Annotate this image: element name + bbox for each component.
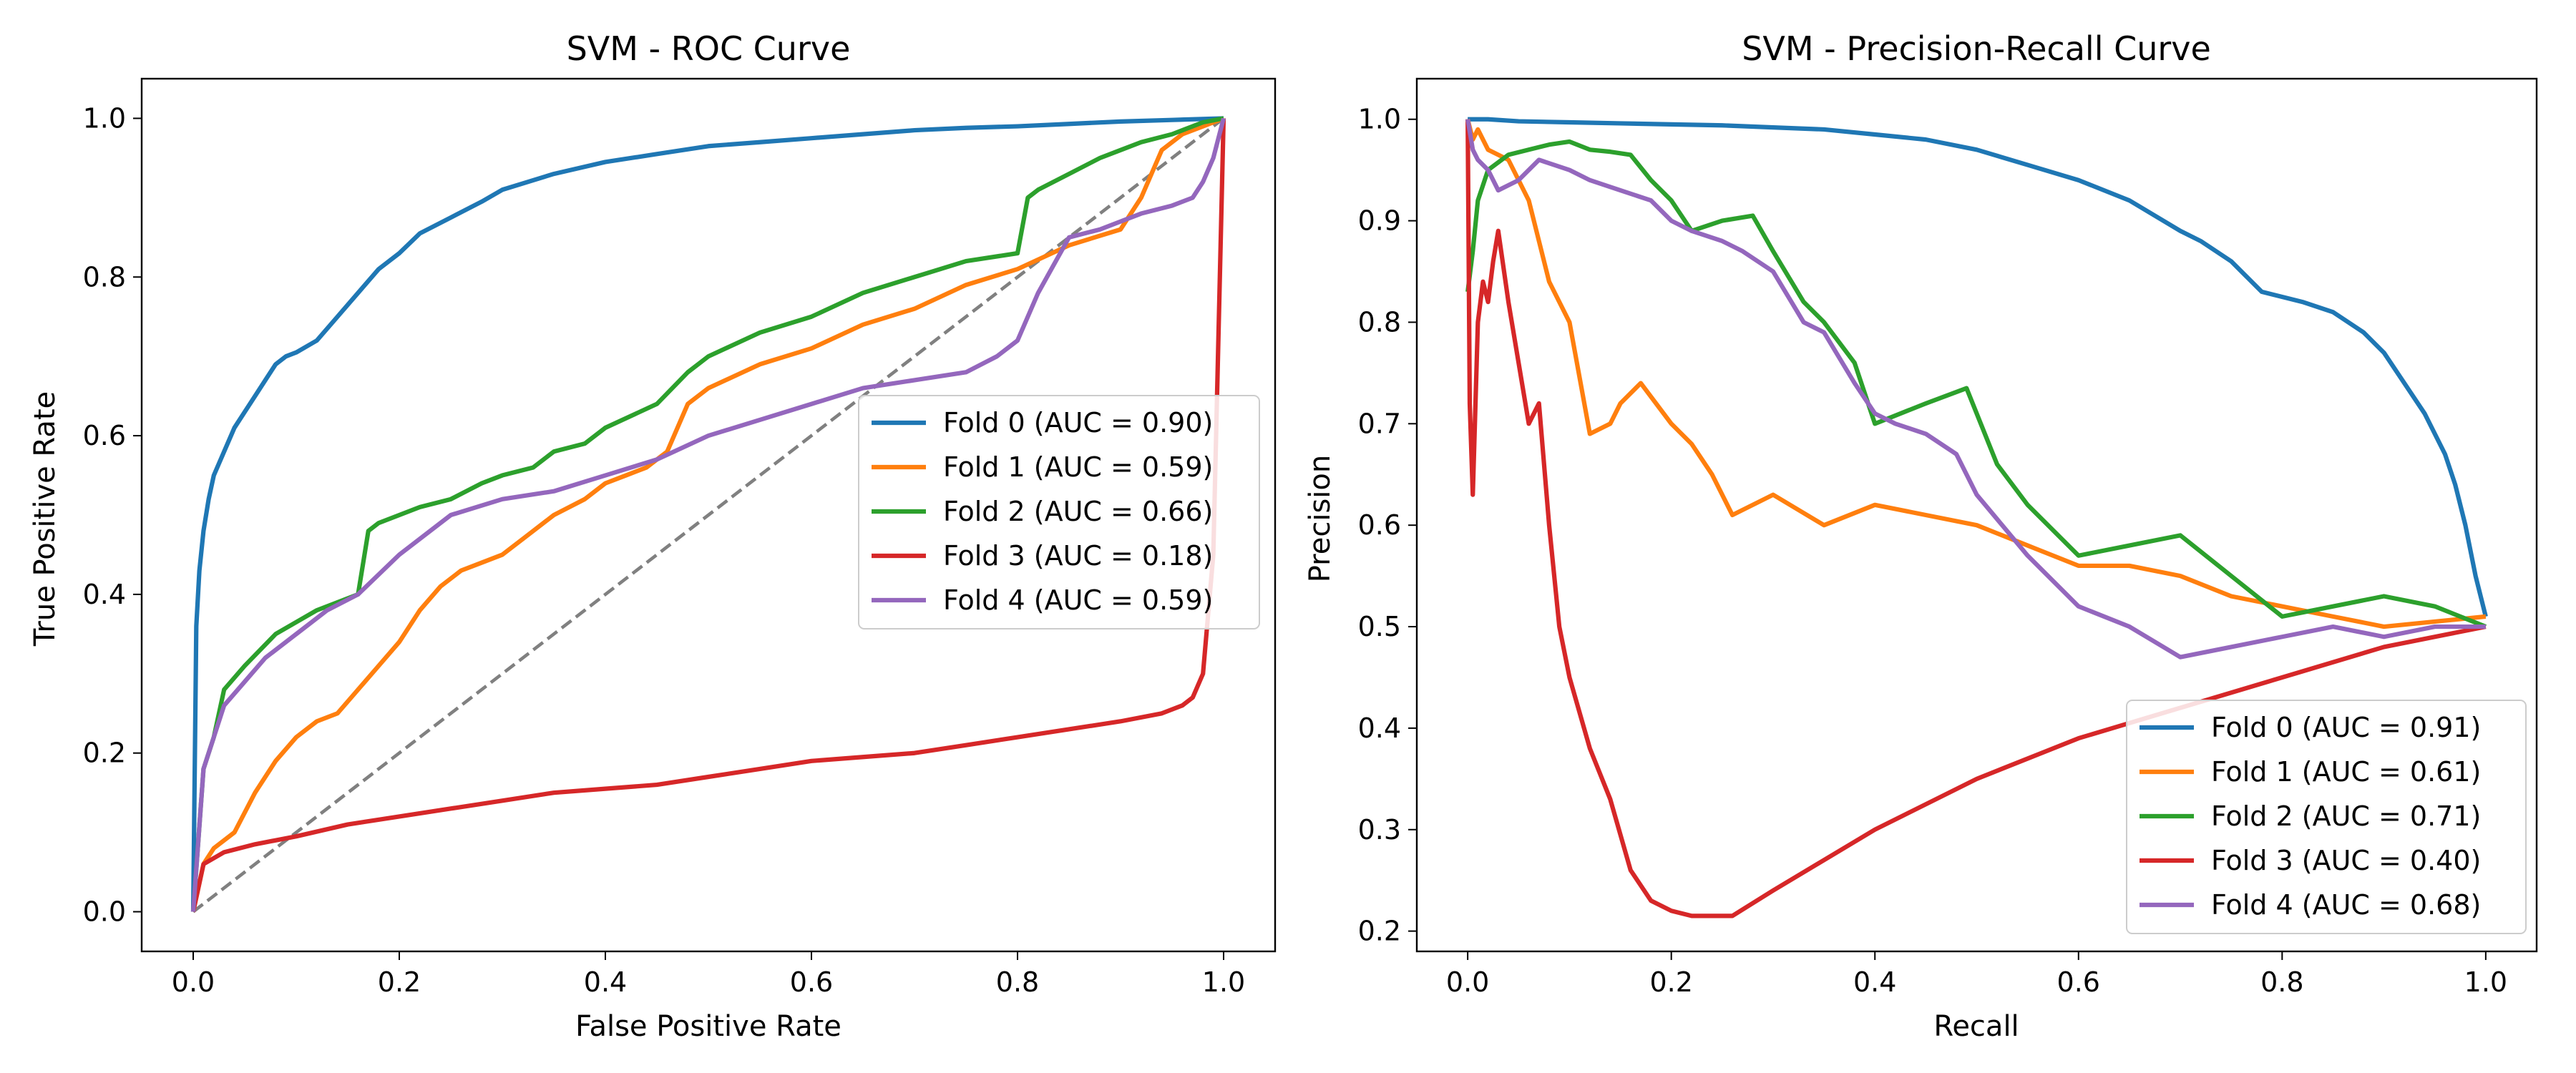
pr-y-tick-label: 1.0 [1358, 104, 1401, 135]
pr-y-axis-label: Precision [1304, 455, 1337, 582]
roc-series-line-fold-1 [190, 116, 1225, 913]
roc-y-axis-label: True Positive Rate [29, 391, 62, 647]
pr-legend-label-fold-1: Fold 1 (AUC = 0.61) [2211, 756, 2481, 788]
pr-x-tick-label: 0.2 [1649, 966, 1692, 998]
pr-x-axis-label: Recall [1933, 1010, 2019, 1043]
pr-y-tick-label: 0.5 [1358, 611, 1401, 642]
roc-x-tick-label: 0.0 [172, 966, 215, 998]
roc-series-line-fold-0 [190, 116, 1224, 912]
pr-series-line-fold-2 [1465, 139, 2487, 629]
pr-x-tick-label: 0.0 [1446, 966, 1489, 998]
pr-legend-label-fold-3: Fold 3 (AUC = 0.40) [2211, 845, 2481, 876]
pr-x-tick-label: 1.0 [2464, 966, 2507, 998]
roc-chance-line [192, 117, 1225, 913]
roc-x-tick-label: 1.0 [1202, 966, 1245, 998]
roc-x-tick-label: 0.8 [996, 966, 1039, 998]
pr-series-line-fold-4 [1465, 119, 2486, 660]
pr-x-tick-label: 0.6 [2057, 966, 2100, 998]
roc-panel: SVM - ROC Curve 0.0 0.2 0.4 0.6 0.8 1.0 0.0 0.2… [29, 29, 1277, 1043]
pr-y-tick-label: 0.4 [1358, 712, 1401, 744]
pr-panel: SVM - Precision-Recall Curve 0.0 0.2 0.4 0.… [1304, 29, 2538, 1043]
roc-series-line-fold-2 [190, 116, 1224, 912]
roc-legend-frame [858, 395, 1260, 629]
roc-legend-label-fold-0: Fold 0 (AUC = 0.90) [943, 407, 1213, 438]
pr-legend-label-fold-0: Fold 0 (AUC = 0.91) [2211, 712, 2481, 743]
pr-y-tick-label: 0.2 [1358, 916, 1401, 947]
roc-x-axis-label: False Positive Rate [575, 1010, 841, 1043]
pr-series-line-fold-1 [1465, 118, 2487, 629]
roc-y-tick-label: 0.8 [83, 261, 126, 293]
pr-axes-frame [1415, 77, 2538, 953]
pr-series-line-fold-3 [1465, 119, 2487, 918]
roc-series-line-fold-3 [190, 118, 1226, 913]
roc-y-tick-label: 0.2 [83, 738, 126, 769]
roc-plot-area: 0.0 0.2 0.4 0.6 0.8 1.0 0.0 0.2 0.4 0.6 0.8 1.0 [83, 77, 1277, 998]
pr-y-tick-label: 0.6 [1358, 509, 1401, 541]
pr-y-tick-label: 0.9 [1358, 205, 1401, 237]
roc-y-tick-label: 1.0 [83, 102, 126, 134]
roc-x-tick-label: 0.6 [790, 966, 833, 998]
roc-x-tick-label: 0.4 [584, 966, 627, 998]
pr-legend: Fold 0 (AUC = 0.91) Fold 1 (AUC = 0.61) Fo… [2126, 700, 2527, 934]
pr-plot-area: 0.0 0.2 0.4 0.6 0.8 1.0 0.2 0.3 0.4 0.5 0.6 0.7 0.8 0… [1358, 77, 2538, 998]
roc-legend: Fold 0 (AUC = 0.90) Fold 1 (AUC = 0.59) Fo… [858, 395, 1260, 629]
pr-y-tick-label: 0.3 [1358, 814, 1401, 846]
pr-legend-frame [2126, 700, 2527, 934]
roc-x-tick-label: 0.2 [378, 966, 421, 998]
roc-series-line-fold-4 [190, 117, 1226, 912]
roc-y-tick-label: 0.0 [83, 896, 126, 928]
roc-legend-label-fold-4: Fold 4 (AUC = 0.59) [943, 584, 1213, 616]
pr-x-tick-label: 0.8 [2260, 966, 2303, 998]
pr-legend-label-fold-2: Fold 2 (AUC = 0.71) [2211, 800, 2481, 832]
pr-series-line-fold-0 [1468, 117, 2488, 617]
roc-y-tick-label: 0.4 [83, 579, 126, 610]
pr-y-tick-label: 0.7 [1358, 408, 1401, 439]
roc-y-tick-label: 0.6 [83, 420, 126, 451]
pr-legend-label-fold-4: Fold 4 (AUC = 0.68) [2211, 889, 2481, 921]
roc-axes-frame [140, 77, 1277, 953]
roc-legend-label-fold-1: Fold 1 (AUC = 0.59) [943, 451, 1213, 483]
pr-x-tick-label: 0.4 [1853, 966, 1896, 998]
pr-y-tick-label: 0.8 [1358, 306, 1401, 338]
roc-legend-label-fold-3: Fold 3 (AUC = 0.18) [943, 540, 1213, 572]
roc-legend-label-fold-2: Fold 2 (AUC = 0.66) [943, 496, 1213, 527]
pr-title: SVM - Precision-Recall Curve [1742, 29, 2211, 68]
roc-title: SVM - ROC Curve [567, 29, 851, 68]
